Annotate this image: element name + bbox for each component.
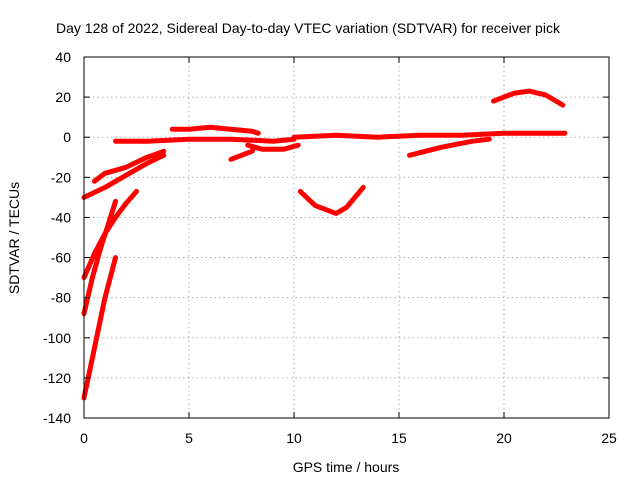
plot-frame	[83, 56, 610, 419]
series-line-10	[297, 184, 366, 216]
y-tick-label: 40	[55, 49, 71, 65]
y-tick-label: -60	[51, 250, 71, 266]
series-line-7	[169, 124, 261, 136]
x-axis-label: GPS time / hours	[293, 459, 400, 475]
series-line-6	[113, 136, 297, 144]
y-tick-label: -40	[51, 209, 71, 225]
ticks: 0 5 10 15 20 25 -140 -120 -100 -80 -60 -40 -20 0 20 40	[43, 49, 617, 446]
series-line-3	[81, 188, 139, 281]
series-line-12	[407, 136, 492, 158]
series-line-9	[245, 142, 301, 152]
y-tick-label: -20	[51, 169, 71, 185]
series-line-8	[228, 144, 257, 162]
series-line-11	[291, 130, 568, 140]
y-tick-label: 20	[55, 89, 71, 105]
series-line-2	[81, 198, 118, 317]
y-tick-label: -100	[43, 330, 71, 346]
y-axis-label: SDTVAR / TECUs	[6, 182, 22, 294]
chart-title: Day 128 of 2022, Sidereal Day-to-day VTE…	[56, 20, 561, 36]
y-tick-label: -140	[43, 410, 71, 426]
x-tick-label: 5	[185, 430, 193, 446]
grid	[84, 57, 609, 418]
x-tick-label: 0	[80, 430, 88, 446]
series-layer	[81, 88, 568, 401]
series-line-5	[92, 148, 167, 184]
series-line-1	[81, 255, 118, 401]
x-tick-label: 25	[601, 430, 617, 446]
y-tick-label: -120	[43, 370, 71, 386]
series-line-4	[81, 152, 167, 200]
y-tick-label: 0	[63, 129, 71, 145]
series-line-13	[491, 88, 566, 108]
y-tick-label: -80	[51, 290, 71, 306]
x-tick-label: 20	[496, 430, 512, 446]
x-tick-label: 15	[391, 430, 407, 446]
x-tick-label: 10	[286, 430, 302, 446]
